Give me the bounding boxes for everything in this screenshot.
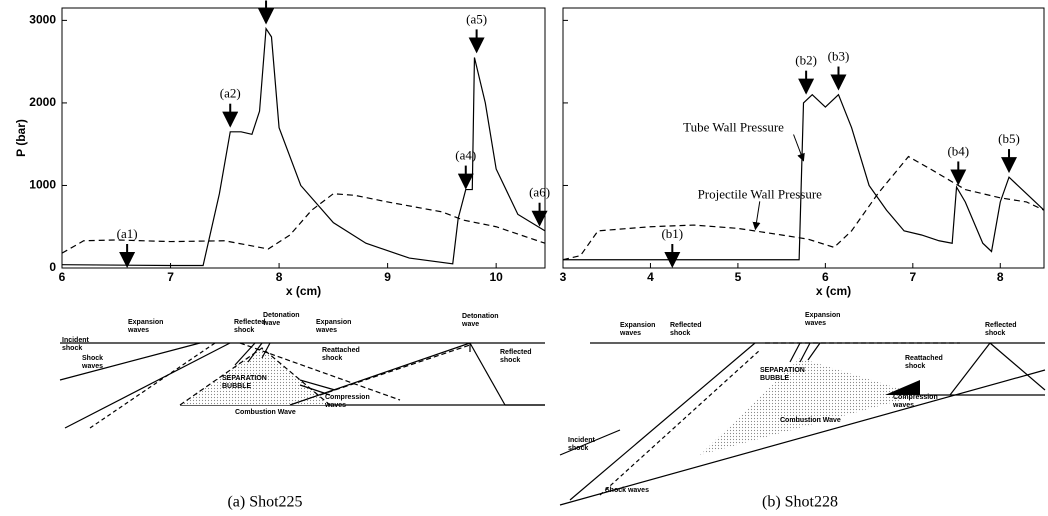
y-tick-label: 0 bbox=[49, 260, 56, 274]
annotation-label: (b5) bbox=[998, 131, 1020, 146]
diagram-label: Reflected bbox=[670, 322, 702, 329]
x-tick-label: 4 bbox=[647, 270, 654, 284]
diagram-label: shock bbox=[985, 330, 1005, 337]
caption: (a) Shot225 bbox=[227, 494, 302, 511]
diagram-label: Reflected bbox=[234, 319, 266, 326]
x-tick-label: 3 bbox=[560, 270, 567, 284]
diagram-label: Compression bbox=[325, 394, 370, 401]
diagram-label: waves bbox=[619, 330, 641, 337]
diagram-label: wave bbox=[262, 320, 280, 327]
x-tick-label: 7 bbox=[909, 270, 916, 284]
diagram-label: shock bbox=[322, 355, 342, 362]
series-label: Tube Wall Pressure bbox=[683, 119, 784, 134]
diagram-label: Shock waves bbox=[605, 487, 649, 494]
caption: (b) Shot228 bbox=[762, 494, 838, 511]
series-arrow bbox=[755, 201, 759, 229]
plot-frame bbox=[563, 8, 1044, 268]
annotation-label: (b2) bbox=[795, 53, 817, 68]
diagram-label: Compression bbox=[893, 394, 938, 401]
diagram-label: BUBBLE bbox=[222, 383, 251, 390]
annotation-label: (b3) bbox=[828, 49, 850, 64]
x-tick-label: 9 bbox=[384, 270, 391, 284]
diagram-label: Incident bbox=[568, 437, 596, 444]
diagram-label: Expansion bbox=[316, 319, 351, 326]
diagram-label: Combustion Wave bbox=[780, 417, 841, 424]
diagram-label: shock bbox=[234, 327, 254, 334]
annotation-label: (a5) bbox=[466, 11, 487, 26]
diagram-label: shock bbox=[500, 357, 520, 364]
diagram-label: Incident bbox=[62, 337, 90, 344]
annotation-label: (a6) bbox=[529, 185, 550, 200]
x-tick-label: 10 bbox=[489, 270, 503, 284]
data-line bbox=[563, 157, 1044, 260]
annotation-label: (a1) bbox=[117, 226, 138, 241]
diagram-label: SEPARATION bbox=[222, 375, 267, 382]
x-tick-label: 5 bbox=[735, 270, 742, 284]
diagram-label: waves bbox=[315, 327, 337, 334]
diagram-label: waves bbox=[81, 363, 103, 370]
diagram-label: BUBBLE bbox=[760, 375, 789, 382]
diagram-label: waves bbox=[324, 402, 346, 409]
diagram-label: waves bbox=[804, 320, 826, 327]
x-axis-label: x (cm) bbox=[286, 284, 321, 298]
x-axis-label: x (cm) bbox=[816, 284, 851, 298]
diagram-label: Combustion Wave bbox=[235, 409, 296, 416]
diagram-label: shock bbox=[62, 345, 82, 352]
schematic-a bbox=[60, 343, 545, 428]
annotation-label: (a2) bbox=[220, 86, 241, 101]
diagram-label: SEPARATION bbox=[760, 367, 805, 374]
diagram-label: Expansion bbox=[620, 322, 655, 329]
figure: 6 7 8 9 10 0 1000 2000 3000 x (cm) P (bar) (a1) (a2)… bbox=[0, 0, 1048, 516]
y-axis-label: P (bar) bbox=[14, 119, 28, 157]
diagram-label: Reattached bbox=[905, 355, 943, 362]
x-tick-label: 6 bbox=[822, 270, 829, 284]
x-tick-label: 7 bbox=[167, 270, 174, 284]
diagram-label: Shock bbox=[82, 355, 103, 362]
diagram-label: shock bbox=[568, 445, 588, 452]
annotation-label: (b4) bbox=[947, 143, 969, 158]
diagram-label: Reflected bbox=[985, 322, 1017, 329]
diagram-label: Detonation bbox=[462, 313, 499, 320]
series-label: Projectile Wall Pressure bbox=[698, 186, 823, 201]
diagram-label: waves bbox=[892, 402, 914, 409]
diagram-label: Expansion bbox=[128, 319, 163, 326]
diagram-label: shock bbox=[905, 363, 925, 370]
data-line bbox=[62, 194, 545, 253]
x-tick-label: 6 bbox=[59, 270, 66, 284]
diagram-label: Detonation bbox=[263, 312, 300, 319]
data-line bbox=[563, 95, 1044, 260]
annotation-label: (a4) bbox=[455, 148, 476, 163]
diagram-label: Expansion bbox=[805, 312, 840, 319]
x-tick-label: 8 bbox=[997, 270, 1004, 284]
x-tick-label: 8 bbox=[276, 270, 283, 284]
y-tick-label: 3000 bbox=[29, 13, 56, 27]
y-tick-label: 2000 bbox=[29, 95, 56, 109]
diagram-label: Reflected bbox=[500, 349, 532, 356]
diagram-label: wave bbox=[461, 321, 479, 328]
diagram-label: Reattached bbox=[322, 347, 360, 354]
annotation-label: (b1) bbox=[661, 226, 683, 241]
diagram-label: waves bbox=[127, 327, 149, 334]
y-tick-label: 1000 bbox=[29, 178, 56, 192]
diagram-label: shock bbox=[670, 330, 690, 337]
